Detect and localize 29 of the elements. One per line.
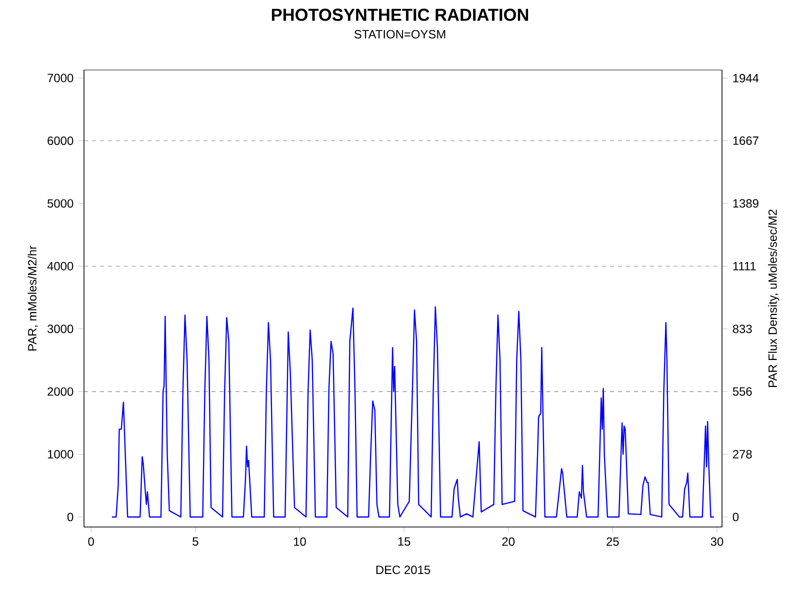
y2-tick-label: 556 <box>732 387 752 396</box>
y-axis-title: PAR, mMoles/M2/hr <box>28 246 38 351</box>
chart-subtitle: STATION=OYSM <box>354 30 446 38</box>
y-tick-label: 2000 <box>48 387 74 396</box>
y-tick-label: 0 <box>67 512 74 522</box>
y2-tick-label: 1111 <box>733 262 756 270</box>
x-tick-label: 5 <box>192 537 198 546</box>
y-tick-label: 5000 <box>48 199 74 208</box>
y2-axis-title: PAR Flux Density, uMoles/sec/M2 <box>768 210 780 387</box>
y-tick-label: 6000 <box>48 136 74 145</box>
y-tick-label: 7000 <box>48 74 74 82</box>
y2-tick-label: 278 <box>732 450 752 458</box>
y2-tick-label: 1389 <box>733 199 758 208</box>
x-tick-label: 25 <box>606 537 619 546</box>
x-tick-label: 30 <box>710 537 724 546</box>
x-tick-label: 10 <box>294 537 306 546</box>
y2-tick-label: 0 <box>732 512 739 522</box>
y-tick-label: 4000 <box>47 262 74 270</box>
y2-tick-label: 1944 <box>733 74 759 82</box>
line-series <box>111 306 714 518</box>
x-axis-title: DEC 2015 <box>376 566 430 574</box>
y2-tick-label: 833 <box>732 324 752 334</box>
y-tick-label: 3000 <box>48 324 74 334</box>
x-tick-label: 15 <box>398 537 410 546</box>
y-tick-label: 1000 <box>48 450 74 458</box>
y2-tick-label: 1667 <box>733 136 758 145</box>
x-tick-label: 20 <box>502 537 515 546</box>
x-tick-label: 0 <box>88 537 94 546</box>
chart-title: PHOTOSYNTHETIC RADIATION <box>272 8 528 21</box>
